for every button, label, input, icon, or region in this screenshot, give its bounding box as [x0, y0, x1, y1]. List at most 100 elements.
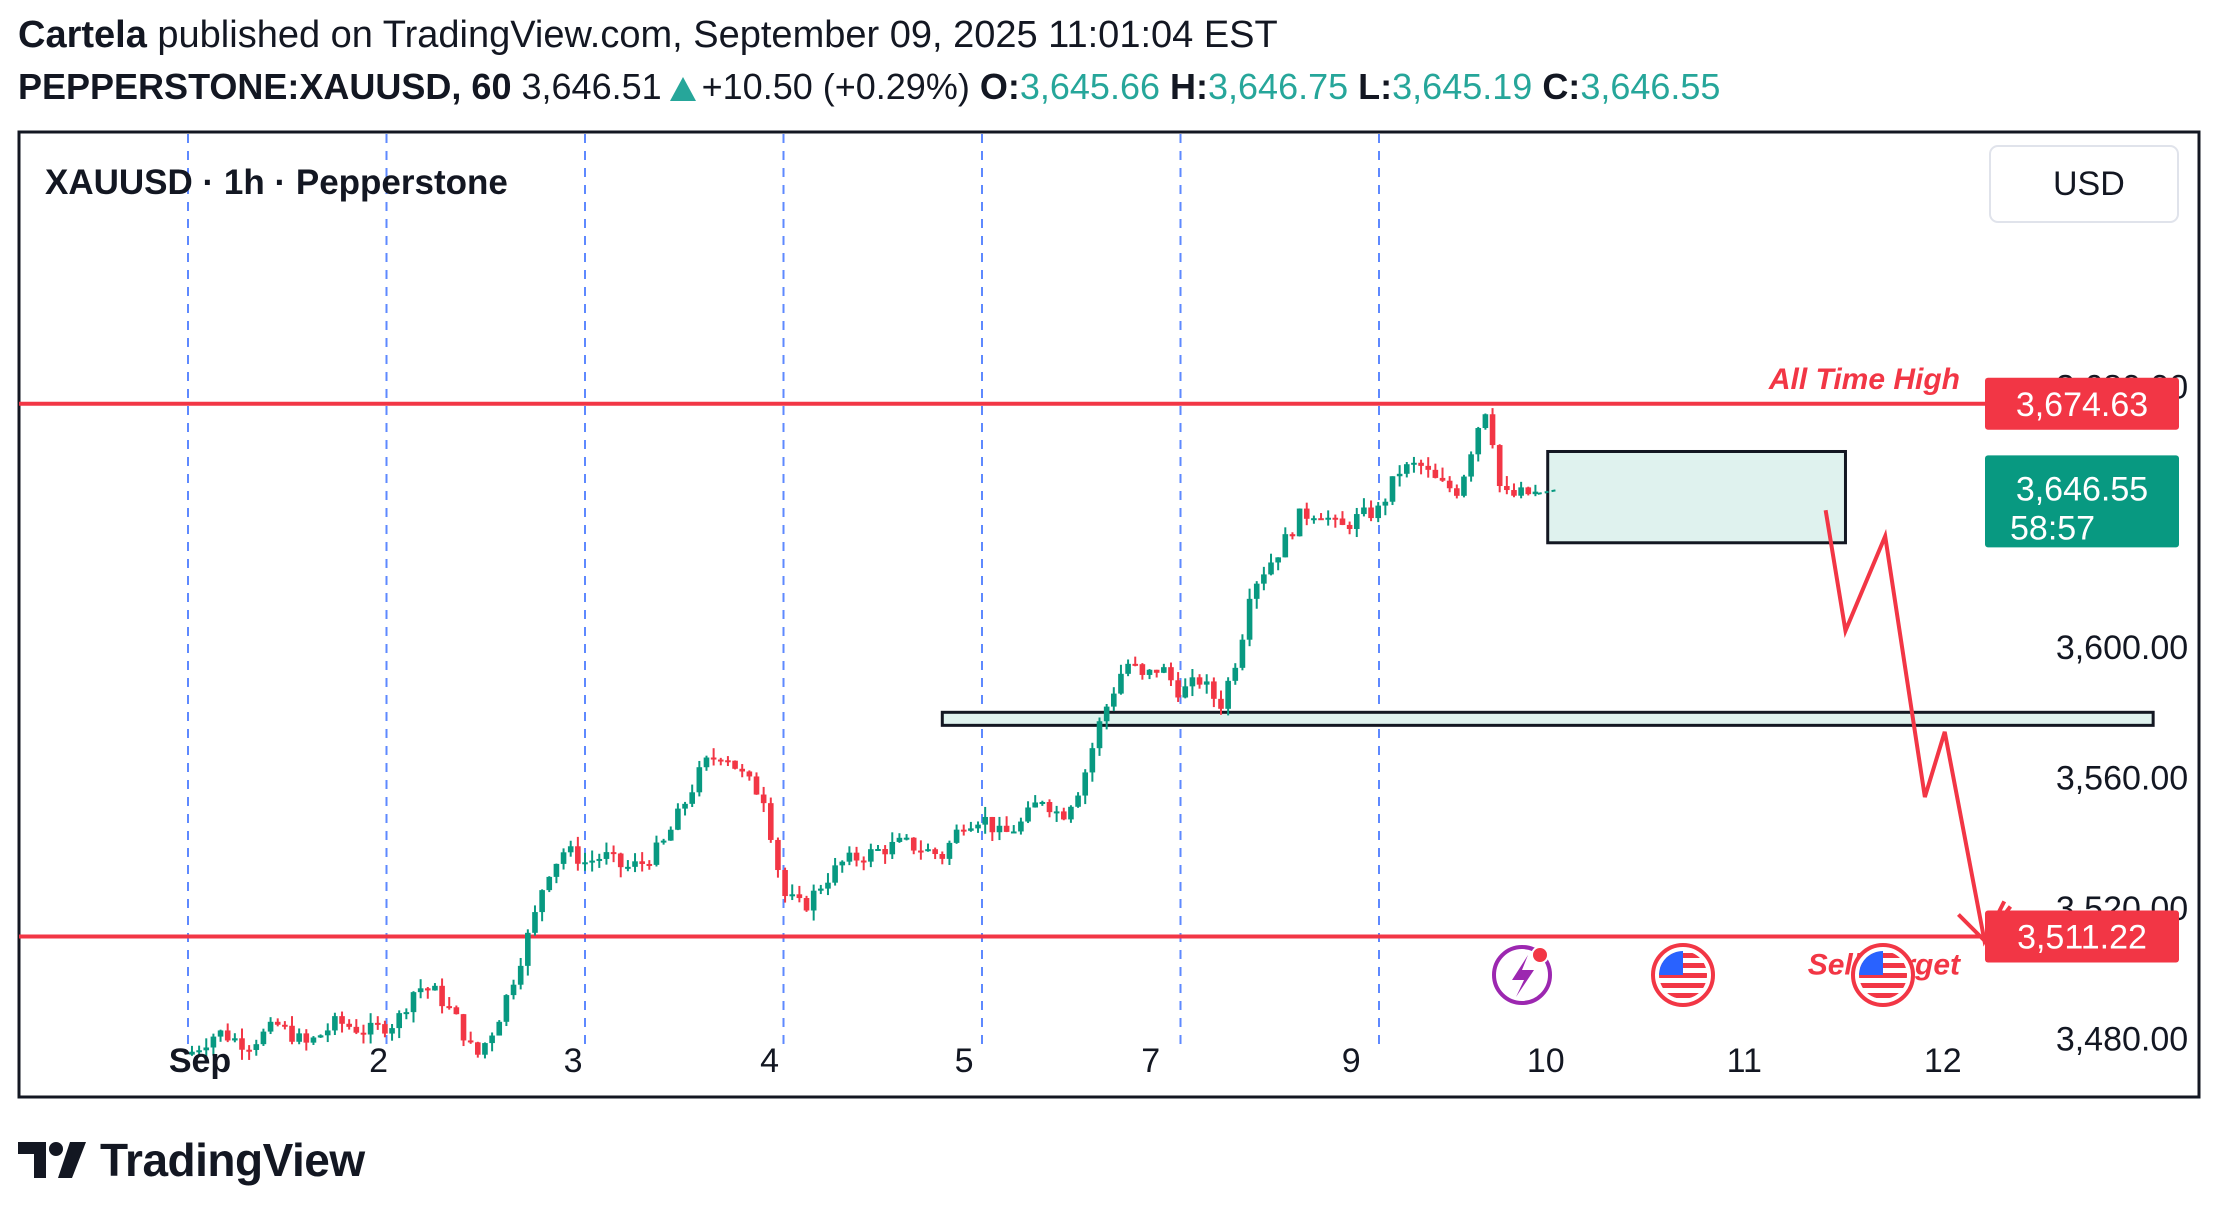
x-axis: Sep 2 3 4 5 7 9 10 11 12 [169, 1042, 1962, 1080]
candle-body-142 [1203, 681, 1210, 685]
candle-body-14 [289, 1025, 295, 1042]
candle-body-65 [653, 842, 660, 865]
candle-body-178 [1461, 476, 1467, 496]
tradingview-logo[interactable]: TradingView [18, 1130, 365, 1190]
lightning-event-icon[interactable] [1492, 945, 1552, 1005]
candle-body-103 [925, 849, 931, 852]
candle-body-184 [1504, 486, 1510, 491]
candle-body-144 [1218, 698, 1224, 709]
candle-body-42 [489, 1035, 495, 1044]
high-value: 3,646.75 [1208, 66, 1349, 107]
candle-body-48 [532, 912, 538, 933]
low-label: L: [1358, 66, 1393, 107]
candle-body-36 [446, 1006, 453, 1009]
low-value: 3,645.19 [1392, 66, 1533, 107]
chart-frame [17, 130, 2201, 1099]
last-price: 3,646.51 [521, 66, 662, 107]
candle-body-57 [596, 858, 603, 861]
candle-body-125 [1082, 772, 1089, 796]
candle-body-60 [617, 853, 624, 868]
candle-body-82 [775, 839, 781, 871]
candle-body-163 [1353, 514, 1360, 529]
footer-brand: TradingView [100, 1134, 365, 1186]
candle-body-111 [982, 816, 988, 825]
x-tick-5: 7 [1141, 1042, 1160, 1080]
candle-body-154 [1289, 534, 1296, 537]
candle-body-181 [1482, 414, 1489, 429]
candle-body-166 [1375, 505, 1382, 519]
close-value: 3,646.55 [1580, 66, 1721, 107]
candle-body-98 [889, 841, 896, 855]
candle-body-12 [274, 1021, 281, 1025]
hline-label-0: All Time High [1768, 363, 1960, 396]
candle-body-87 [810, 890, 817, 911]
hline-badge-1 [1985, 910, 2179, 963]
candle-body-129 [1111, 693, 1117, 707]
candle-body-157 [1311, 518, 1317, 521]
candle-body-79 [753, 776, 760, 795]
hline-badge-0 [1985, 377, 2179, 430]
x-tick-2: 3 [564, 1042, 583, 1080]
currency-label[interactable]: USD [2053, 165, 2125, 203]
candle-body-135 [1153, 669, 1160, 673]
candle-body-149 [1253, 583, 1260, 599]
candle-body-70 [689, 792, 695, 804]
candle-body-133 [1139, 664, 1146, 675]
candle-body-10 [260, 1031, 267, 1045]
candle-body-24 [360, 1032, 367, 1035]
currency-button[interactable]: USD [1989, 145, 2179, 223]
candle-body-75 [725, 760, 731, 763]
candle-body-55 [582, 862, 588, 865]
hline-badge-text-0: 3,674.63 [2016, 386, 2148, 424]
candle-body-160 [1332, 517, 1339, 520]
candle-body-116 [1018, 821, 1024, 832]
resistance-zone [1546, 449, 1847, 545]
candle-body-109 [968, 828, 974, 831]
candle-body-177 [1454, 488, 1460, 496]
candle-body-39 [467, 1040, 474, 1043]
candle-body-165 [1368, 507, 1374, 519]
candle-body-58 [603, 852, 610, 859]
candle-body-172 [1418, 462, 1424, 466]
tradingview-logo-icon [18, 1142, 86, 1178]
candle-body-107 [953, 829, 960, 843]
candle-body-92 [846, 852, 853, 862]
candle-body-88 [818, 888, 824, 891]
candle-body-41 [482, 1043, 488, 1055]
candle-body-86 [803, 898, 810, 911]
candle-body-115 [1010, 831, 1017, 834]
candle-body-158 [1318, 518, 1324, 521]
x-tick-6: 9 [1342, 1042, 1361, 1080]
candle-body-54 [575, 846, 581, 864]
candle-body-105 [939, 854, 946, 859]
candle-body-44 [503, 995, 510, 1022]
candle-body-91 [839, 861, 846, 866]
candle-body-151 [1268, 562, 1274, 575]
candle-body-3 [210, 1036, 217, 1048]
candle-body-175 [1439, 477, 1446, 481]
candle-body-169 [1396, 473, 1403, 477]
candle-body-49 [539, 890, 545, 913]
candle-body-81 [767, 803, 774, 840]
candle-body-77 [739, 768, 746, 772]
candle-body-37 [453, 1007, 460, 1015]
candle-body-51 [553, 863, 560, 877]
candle-body-22 [346, 1023, 352, 1027]
author-name[interactable]: Cartela [18, 14, 147, 56]
x-tick-0: Sep [169, 1042, 231, 1080]
candle-body-136 [1161, 667, 1167, 673]
candle-body-31 [410, 992, 417, 1013]
candle-body-147 [1239, 639, 1246, 668]
candle-body-63 [639, 861, 645, 864]
open-value: 3,645.66 [1019, 66, 1160, 107]
candle-body-85 [796, 894, 803, 899]
candle-body-18 [317, 1035, 324, 1038]
candle-body-148 [1246, 598, 1253, 640]
candle-body-47 [525, 932, 531, 966]
us-flag-event-icon-2[interactable] [1851, 943, 1915, 1007]
candle-body-15 [296, 1033, 302, 1042]
us-flag-event-icon[interactable] [1651, 943, 1715, 1007]
candle-body-150 [1261, 574, 1267, 584]
